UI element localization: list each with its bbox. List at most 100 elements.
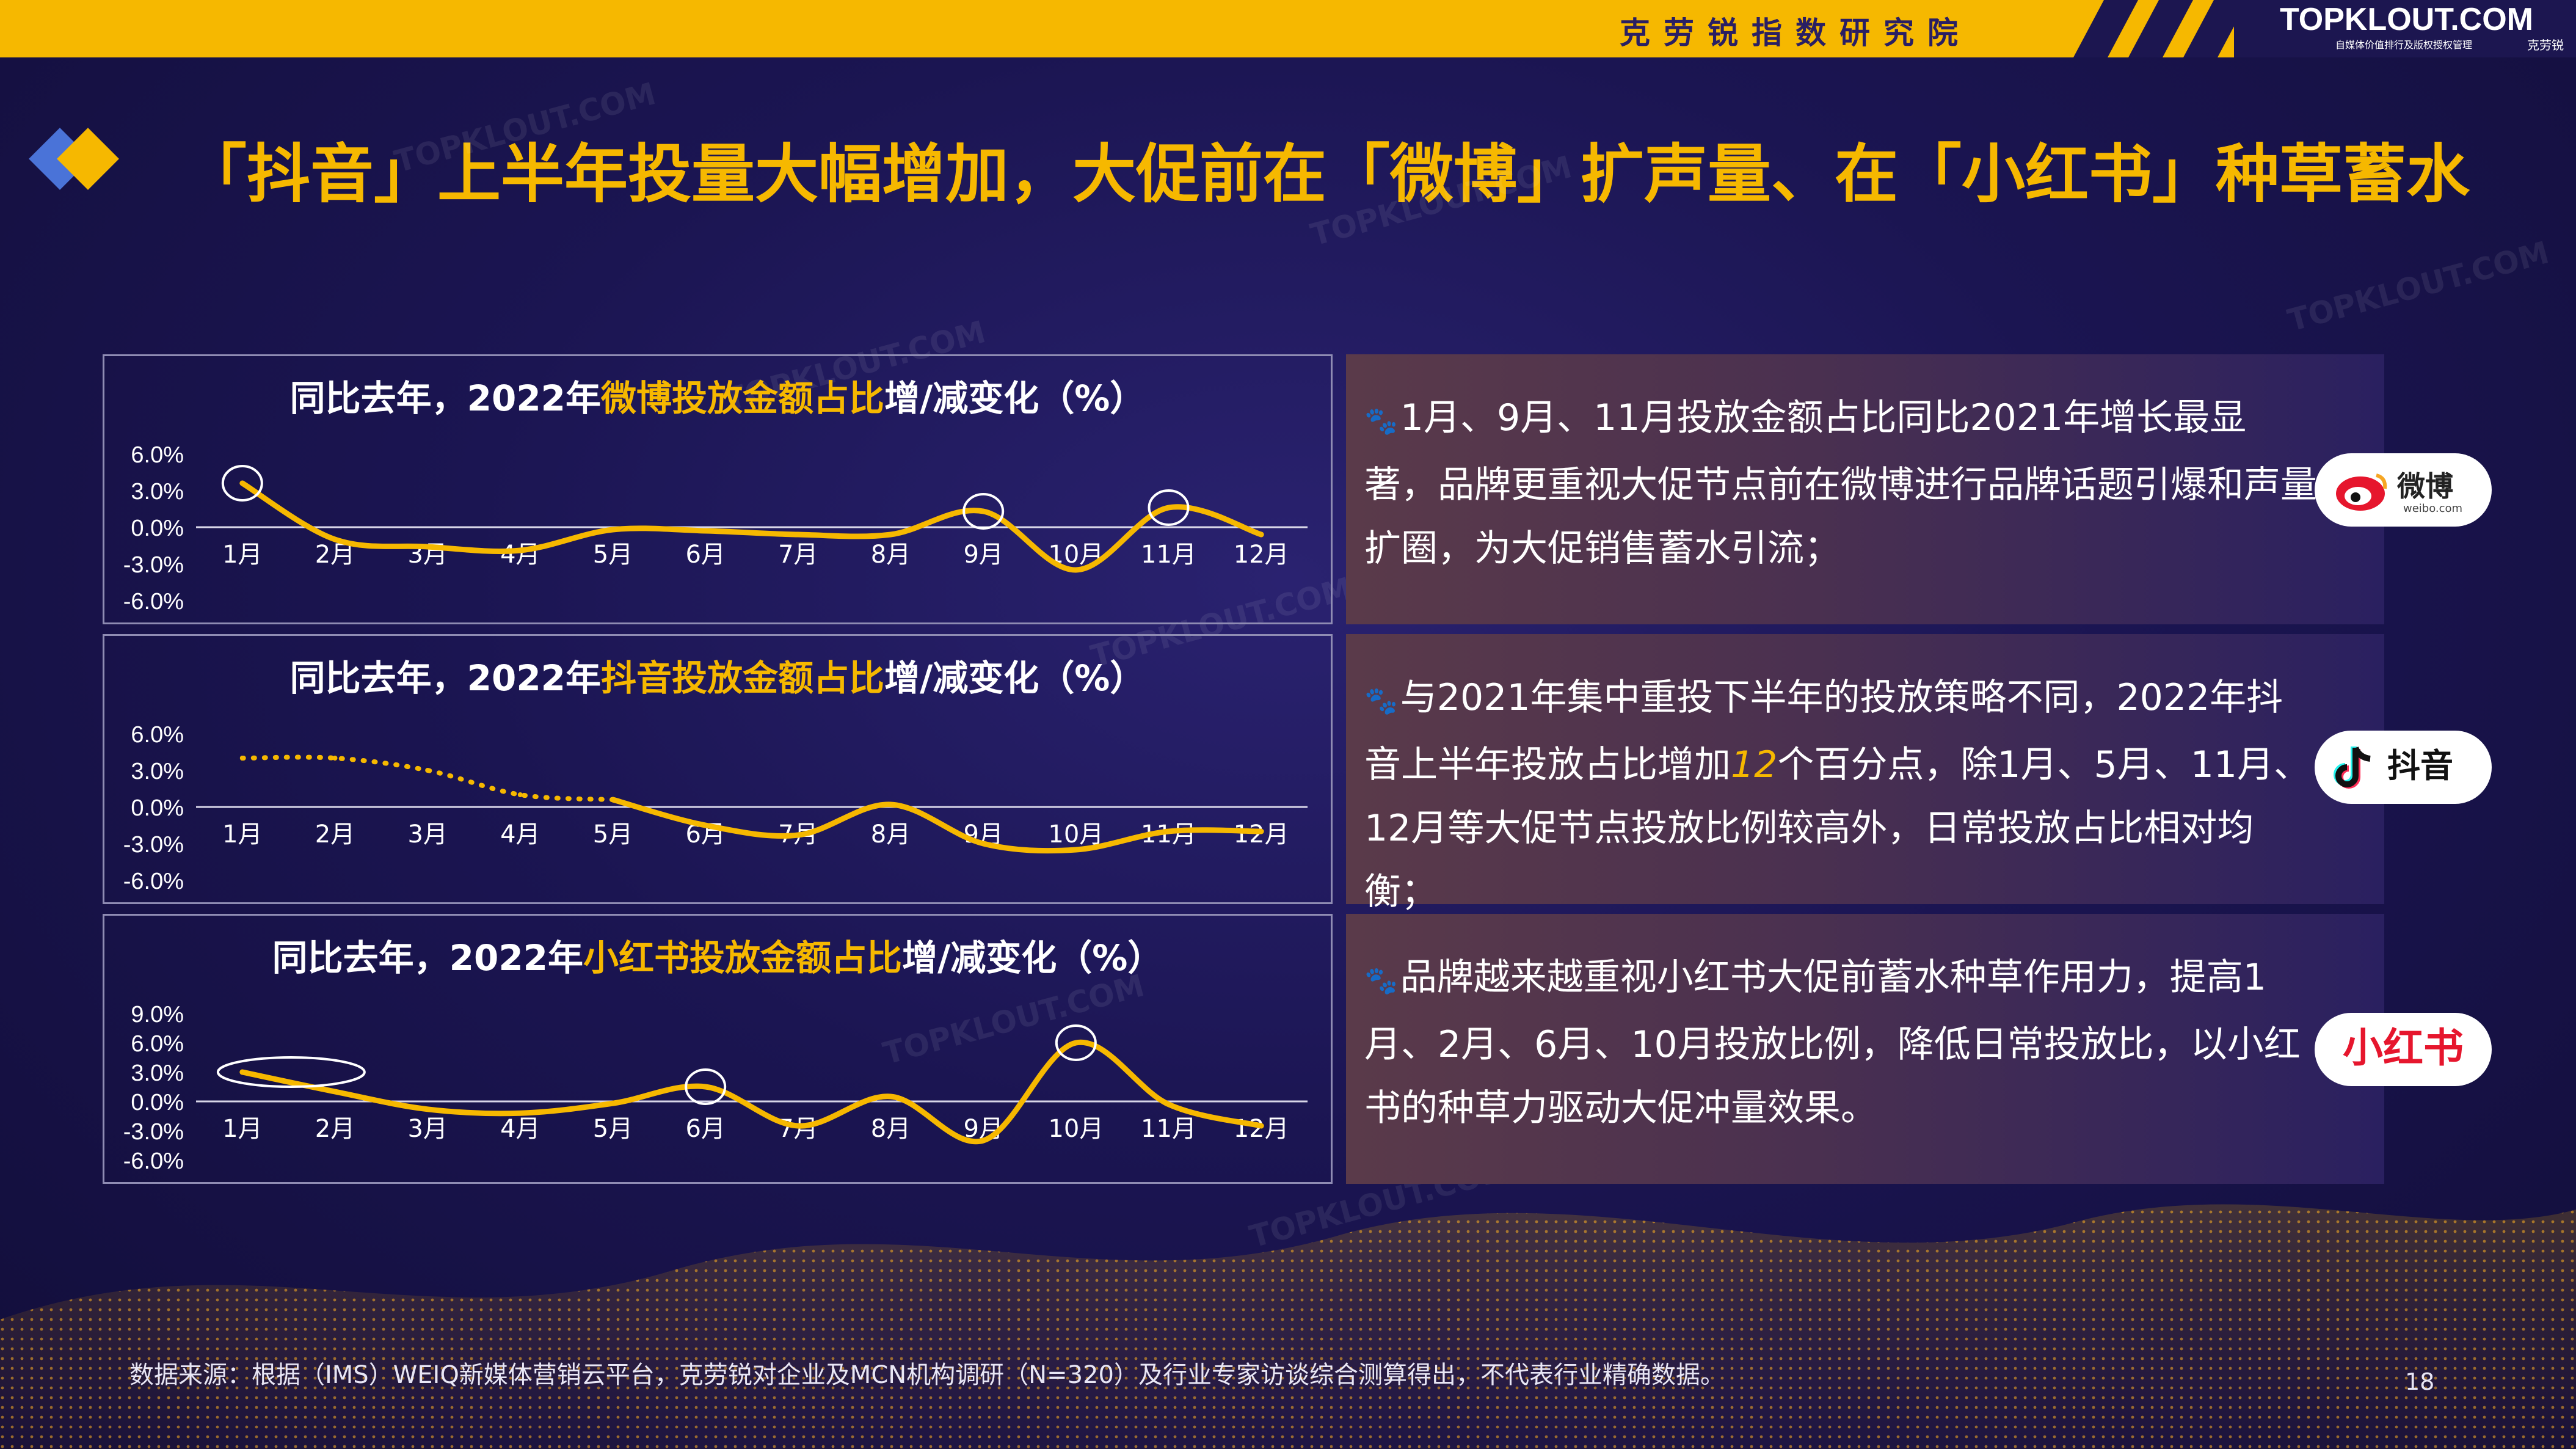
highlight-circle	[1055, 1024, 1097, 1061]
logo-text: TOPKLOUT.COM	[2279, 2, 2533, 37]
top-bar: 克劳锐指数研究院 TOPKLOUT.COM 自媒体价值排行及版权授权管理 克劳锐	[0, 0, 2576, 57]
chart-title-part: 同比去年，2022年	[289, 378, 602, 419]
watermark: TOPKLOUT.COM	[2283, 235, 2553, 338]
x-tick-label: 12月	[1234, 820, 1289, 849]
xiaohongshu-line-chart: 9.0% 6.0% 3.0% 0.0% -3.0% -6.0% 1月 2月 3月 4月 5月 6月 7月…	[123, 1002, 1308, 1174]
douyin-brand-name: 抖音	[2387, 746, 2453, 785]
highlight-circle	[1148, 489, 1190, 526]
series-line	[239, 1039, 1264, 1145]
x-tick-label: 5月	[593, 1115, 633, 1143]
data-point	[981, 841, 986, 846]
data-point	[1259, 1123, 1264, 1128]
series-line-dotted	[239, 754, 616, 802]
x-tick-label: 1月	[222, 1115, 262, 1143]
chart-title-part: 增/减变化（%）	[884, 657, 1146, 699]
institute-name: 克劳锐指数研究院	[1620, 15, 1971, 51]
chart-title-part: 增/减变化（%）	[884, 378, 1146, 419]
page-number: 18	[2405, 1368, 2435, 1395]
x-tick-label: 1月	[222, 820, 262, 849]
data-point	[1166, 829, 1171, 834]
data-point	[332, 1089, 338, 1094]
highlight-circle	[685, 1068, 727, 1105]
chart-panel-weibo: 6.0% 3.0% 0.0% -3.0% -6.0% 1月 2月 3月 4月 5月 6月 7月 8月 9月…	[103, 354, 1333, 624]
y-tick-label: -3.0%	[123, 552, 184, 578]
particle-wave-decoration	[0, 1204, 2576, 1449]
x-tick-label: 3月	[407, 1115, 447, 1143]
douyin-icon: 抖音	[2334, 746, 2453, 789]
logo-subtext: 克劳锐	[2527, 38, 2564, 53]
data-point	[332, 756, 338, 761]
x-tick-label: 2月	[315, 820, 355, 849]
series-line	[610, 797, 1264, 854]
paw-bullet-icon: 🐾	[1364, 406, 1398, 437]
x-tick-label: 7月	[778, 541, 818, 569]
data-point	[703, 528, 708, 533]
stripe-decoration	[2128, 0, 2193, 57]
data-point	[425, 1106, 431, 1112]
data-point	[1166, 1101, 1171, 1107]
y-tick-label: -6.0%	[123, 1148, 184, 1174]
x-tick-label: 2月	[315, 1115, 355, 1143]
x-tick-label: 4月	[500, 541, 540, 569]
paw-bullet-icon: 🐾	[1364, 965, 1398, 996]
data-point	[888, 532, 893, 537]
insight-panel-douyin: 🐾与2021年集中重投下半年的投放策略不同，2022年抖音上半年投放占比增加12…	[1346, 634, 2384, 913]
data-point	[425, 544, 431, 549]
y-tick-label: 0.0%	[131, 516, 184, 541]
chart-title-part: 同比去年，2022年	[289, 657, 602, 699]
y-tick-label: 3.0%	[131, 479, 184, 505]
highlight-circle	[221, 465, 263, 502]
data-point	[981, 509, 986, 514]
data-point	[888, 802, 893, 807]
highlight-circle	[962, 493, 1005, 530]
brand-logo: TOPKLOUT.COM 自媒体价值排行及版权授权管理 克劳锐	[2234, 0, 2576, 57]
series-line	[239, 480, 1264, 573]
chart-title-highlight: 小红书投放金额占比	[583, 937, 903, 979]
weibo-logo: 微博 weibo.com	[2315, 453, 2492, 527]
chart-title: 同比去年，2022年小红书投放金额占比增/减变化（%）	[104, 929, 1331, 980]
x-tick-label: 4月	[500, 1115, 540, 1143]
data-point	[703, 823, 708, 828]
data-point	[981, 1138, 986, 1143]
data-point	[795, 833, 801, 838]
data-point	[517, 792, 523, 797]
y-tick-label: -3.0%	[123, 1119, 184, 1145]
data-point	[1259, 532, 1264, 537]
insight-text: 🐾品牌越来越重视小红书大促前蓄水种草作用力，提高1月、2月、6月、10月投放比例…	[1364, 946, 2317, 1140]
data-point	[517, 1111, 523, 1116]
logo-tagline: 自媒体价值排行及版权授权管理	[2335, 39, 2472, 51]
x-tick-label: 11月	[1141, 541, 1196, 569]
data-point	[1259, 829, 1264, 834]
insight-text: 🐾与2021年集中重投下半年的投放策略不同，2022年抖音上半年投放占比增加12…	[1364, 666, 2317, 924]
data-point	[703, 1084, 708, 1089]
x-tick-label: 8月	[871, 541, 911, 569]
data-point	[1073, 568, 1079, 572]
insight-body: 品牌越来越重视小红书大促前蓄水种草作用力，提高1月、2月、6月、10月投放比例，…	[1364, 956, 2301, 1130]
y-tick-label: -6.0%	[123, 869, 184, 894]
x-tick-label: 7月	[778, 1115, 818, 1143]
insight-body: 与2021年集中重投下半年的投放策略不同，2022年抖音上半年投放占比增加	[1364, 676, 2283, 786]
insight-body: 个百分点，除1月、5月、11月、12月等大促节点投放比例较高外，日常投放占比相对…	[1364, 743, 2311, 913]
data-point	[1073, 847, 1079, 852]
x-tick-label: 12月	[1234, 1115, 1289, 1143]
xiaohongshu-logo: 小红书	[2315, 1013, 2492, 1086]
y-tick-label: 0.0%	[131, 795, 184, 821]
page-title: 「抖音」上半年投量大幅增加，大促前在「微博」扩声量、在「小红书」种草蓄水	[183, 137, 2470, 211]
xiaohongshu-brand-name: 小红书	[2343, 1024, 2464, 1071]
weibo-brand-name: 微博	[2396, 470, 2453, 503]
insight-emphasis: 12	[1731, 743, 1778, 786]
douyin-line-chart: 6.0%3.0%0.0%-3.0%-6.0%1月 2月 3月 4月 5月 6月 7月 8月 9月…	[123, 722, 1308, 894]
data-point	[610, 1101, 616, 1106]
y-tick-label: 0.0%	[131, 1090, 184, 1115]
x-tick-label: 3月	[407, 820, 447, 849]
data-point	[795, 532, 801, 537]
insight-panel-weibo: 🐾1月、9月、11月投放金额占比同比2021年增长最显著，品牌更重视大促节点前在…	[1346, 354, 2384, 624]
x-tick-label: 8月	[871, 820, 911, 849]
x-tick-label: 10月	[1048, 1115, 1104, 1143]
data-source-footnote: 数据来源：根据（IMS）WEIQ新媒体营销云平台，克劳锐对企业及MCN机构调研（…	[129, 1361, 1725, 1389]
x-tick-label: 5月	[593, 820, 633, 849]
y-tick-label: -3.0%	[123, 832, 184, 858]
y-tick-label: 3.0%	[131, 1060, 184, 1086]
data-point	[517, 548, 523, 553]
xiaohongshu-icon: 小红书	[2343, 1024, 2464, 1071]
